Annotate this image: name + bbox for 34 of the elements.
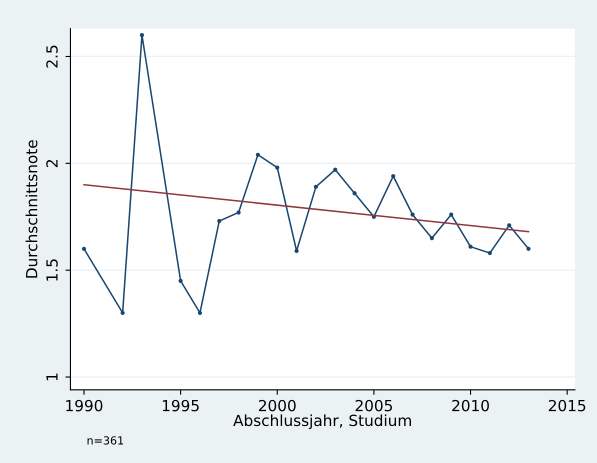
y-tick-label: 1.5 (46, 259, 58, 281)
point (468, 244, 473, 249)
point (430, 236, 434, 240)
x-tick-label: 2010 (452, 400, 489, 412)
point (410, 212, 415, 217)
x-tick-label: 1990 (66, 400, 102, 412)
point (507, 223, 512, 228)
point (526, 246, 531, 251)
point (352, 191, 357, 196)
x-axis-title: Abschlussjahr, Studium (233, 414, 411, 430)
point (333, 168, 338, 172)
point (178, 278, 183, 283)
y-tick-label: 2 (46, 160, 58, 168)
point (314, 184, 318, 189)
text: n=361 (88, 436, 124, 445)
point (488, 251, 492, 256)
point (256, 152, 260, 157)
point (391, 174, 396, 178)
y-tick-label: 2.5 (46, 46, 58, 68)
point (82, 246, 86, 251)
point (140, 33, 144, 38)
point (120, 310, 125, 315)
point (198, 310, 202, 315)
point (449, 212, 454, 217)
x-tick-label: 1995 (162, 400, 199, 412)
y-tick-label: 1 (46, 374, 58, 380)
x-tick-label: 2000 (258, 400, 296, 412)
y-axis-title: Durchschnittsnote (26, 140, 38, 278)
x-tick-label: 2015 (548, 400, 586, 412)
point (217, 218, 222, 224)
point (236, 210, 241, 215)
point (275, 166, 280, 170)
x-tick-label: 2005 (356, 400, 392, 412)
point (294, 248, 299, 254)
